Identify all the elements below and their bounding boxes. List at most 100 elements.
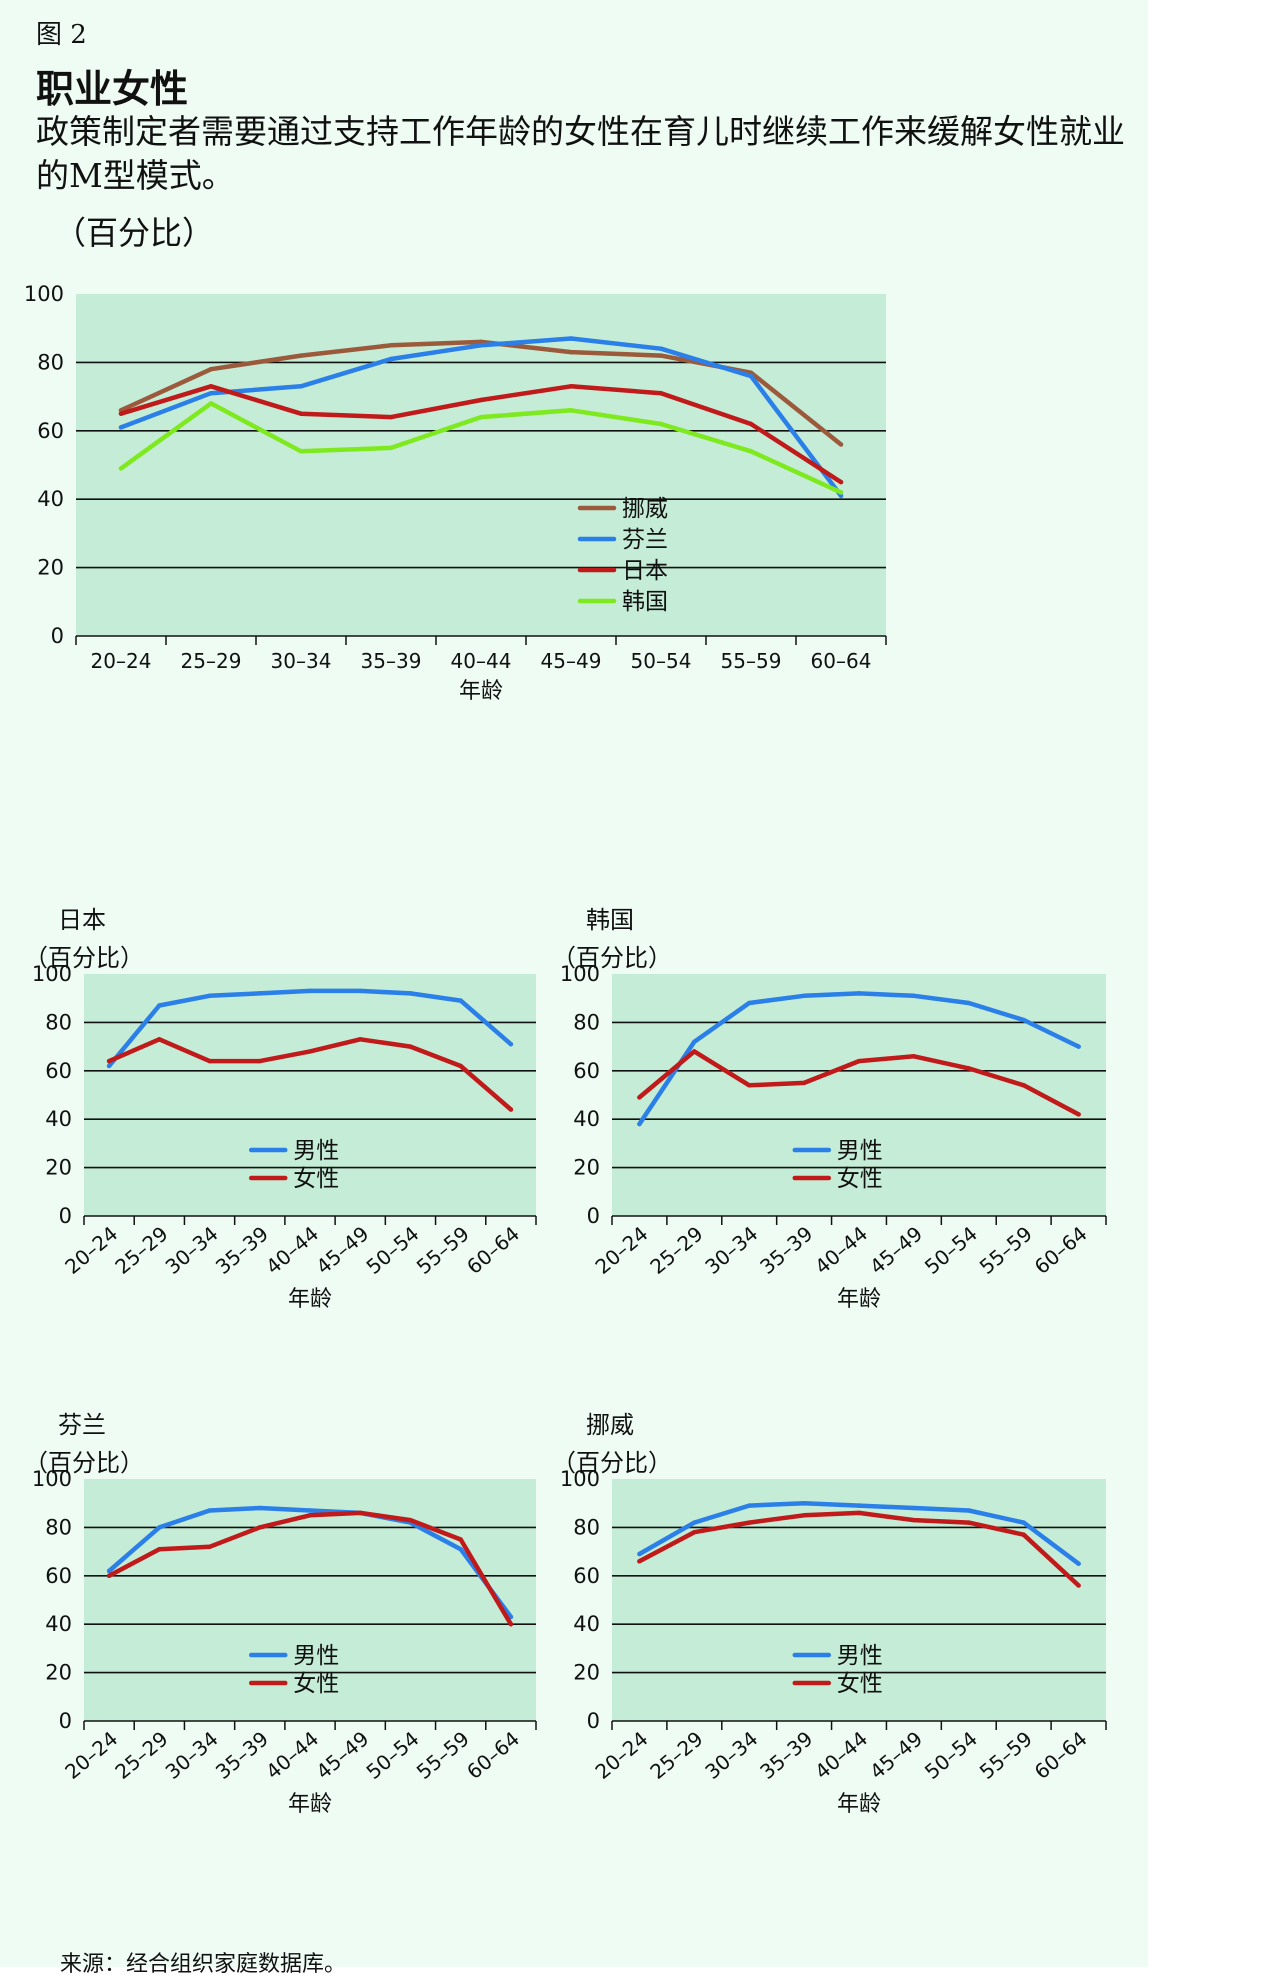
main-chart-unit-label: （百分比） [54,214,215,252]
korea-series-0-point [692,1039,697,1044]
japan-series-1-point [358,1037,363,1042]
korea-x-tick-label: 25–29 [645,1221,707,1279]
japan-x-tick-label: 30–34 [161,1221,223,1279]
korea-y-tick-label: 60 [573,1059,600,1083]
korea-y-tick-label: 40 [573,1107,600,1131]
korea-x-tick-label: 35–39 [755,1221,817,1279]
korea-series-1-point [966,1066,971,1071]
korea-series-1-point [637,1095,642,1100]
main-series-0-point [298,353,304,358]
norway-y-tick-label: 80 [573,1515,600,1539]
norway-series-0-point [911,1505,917,1511]
norway-series-0-point [1021,1520,1026,1525]
finland-y-tick-label: 80 [45,1515,72,1539]
norway-y-tick-label: 60 [573,1564,600,1588]
japan-x-tick-label: 45–49 [311,1221,373,1279]
main-legend-label: 日本 [622,558,668,584]
finland-series-1-point [207,1544,212,1549]
main-series-3-point [748,449,754,454]
main-series-1-point [298,384,304,389]
japan-series-0-point [307,988,313,994]
japan-series-1-point [458,1063,463,1069]
main-x-tick-label: 20–24 [91,649,152,673]
main-series-2-point [208,384,214,389]
norway-series-0-point [1076,1561,1081,1566]
korea-y-tick-label: 100 [560,962,600,986]
japan-series-0-point [358,988,363,994]
norway-series-1-point [856,1510,862,1516]
korea-series-0-point [1076,1044,1081,1049]
main-series-2-point [388,414,394,420]
korea-series-1-point [801,1080,807,1086]
source-note: 来源：经合组织家庭数据库。 [60,1952,347,1977]
main-x-tick-label: 45–49 [541,649,602,673]
japan-x-tick-label: 25–29 [110,1221,172,1279]
korea-y-tick-label: 20 [573,1156,600,1180]
norway-header: 挪威 （百分比） [560,1411,672,1477]
finland-series-0-point [207,1508,212,1513]
main-series-2-point [838,479,844,485]
finland-y-tick-label: 20 [45,1661,72,1685]
korea-x-tick-label: 30–34 [700,1221,762,1279]
korea-y-tick-label: 0 [587,1204,600,1228]
japan-series-0-point [257,991,262,996]
korea-x-tick-label: 20–24 [591,1221,653,1279]
norway-x-tick-label: 20–24 [591,1726,653,1784]
main-x-tick-label: 55–59 [721,649,782,673]
finland-series-0-point [458,1546,463,1552]
korea-legend-label: 男性 [837,1138,883,1164]
finland-series-0-point [307,1508,313,1513]
finland-y-tick-label: 100 [32,1467,72,1491]
korea-series-0-point [747,1000,752,1006]
norway-series-0-point [801,1501,807,1506]
korea-x-tick-label: 50–54 [920,1221,982,1279]
main-x-tick-label: 60–64 [811,649,872,673]
japan-unit-label: （百分比） [24,944,144,972]
finland-x-tick-label: 25–29 [110,1726,172,1784]
japan-y-tick-label: 100 [32,962,72,986]
norway-series-1-point [911,1517,917,1523]
figure-subtitle: 政策制定者需要通过支持工作年龄的女性在育儿时继续工作来缓解女性就业的M型模式。 [36,112,1125,195]
main-series-3-point [838,490,844,495]
norway-series-1-point [1076,1583,1081,1588]
norway-legend-label: 男性 [837,1643,883,1669]
finland-series-1-point [106,1573,112,1578]
norway-series-1-point [637,1559,642,1564]
korea-series-0-point [1021,1017,1026,1023]
finland-chart: 芬兰（百分比）02040608010020–2425–2930–3435–394… [24,1411,537,1817]
finland-x-tick-label: 50–54 [362,1726,424,1784]
korea-series-1-point [1076,1112,1081,1117]
norway-y-tick-label: 100 [560,1467,600,1491]
norway-x-tick-label: 60–64 [1030,1726,1092,1784]
finland-series-1-point [458,1537,463,1542]
norway-y-tick-label: 0 [587,1709,600,1733]
norway-series-1-point [1021,1532,1026,1537]
japan-series-0-point [508,1041,514,1047]
japan-x-tick-label: 35–39 [211,1221,273,1279]
norway-series-0-point [856,1503,862,1508]
japan-series-0-point [157,1003,162,1008]
korea-plot-area [612,974,1106,1216]
japan-series-1-point [207,1058,212,1064]
finland-series-1-point [307,1513,313,1518]
main-series-2-point [298,411,304,416]
japan-series-1-point [257,1058,262,1064]
finland-x-tick-label: 55–59 [412,1726,474,1784]
finland-series-1-point [157,1546,162,1552]
main-y-tick-label: 80 [37,350,64,374]
main-x-axis-label: 年龄 [459,679,503,704]
main-series-2-point [568,384,574,389]
korea-series-1-point [856,1058,862,1064]
figure-title: 职业女性 [36,67,189,111]
main-chart: 0 20 40 60 80 100 20–24 25–29 30–34 35–39 40–44 45–… [24,282,887,704]
finland-header: 芬兰 （百分比） [24,1411,144,1477]
main-series-3-point [658,421,664,427]
finland-x-tick-label: 30–34 [161,1726,223,1784]
korea-title: 韩国 [586,906,634,934]
norway-x-tick-label: 30–34 [700,1726,762,1784]
main-series-0-point [838,442,844,447]
main-series-3-point [298,449,304,454]
